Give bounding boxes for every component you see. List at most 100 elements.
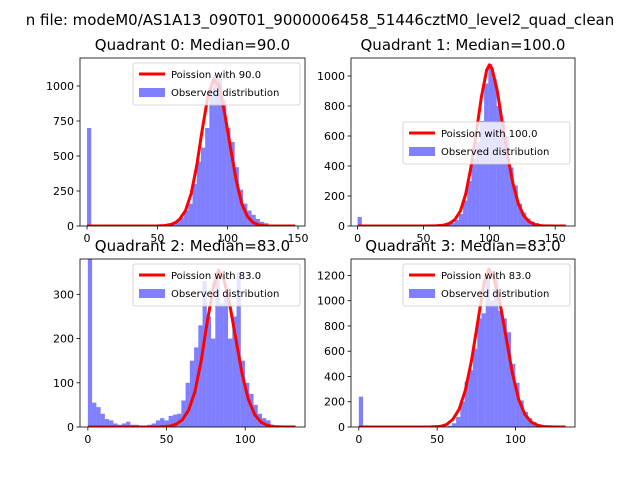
histogram-bar — [506, 332, 512, 427]
y-tick-label: 1000 — [46, 80, 74, 93]
y-tick-label: 600 — [324, 345, 345, 358]
histogram-bar — [502, 318, 507, 427]
y-tick-label: 800 — [324, 100, 345, 113]
histogram-bar — [479, 121, 485, 226]
legend-swatch-observed — [139, 289, 165, 298]
axes-frame — [350, 258, 576, 428]
x-tick-label: 150 — [287, 232, 308, 245]
histogram-bar — [458, 214, 463, 226]
histogram-bar — [179, 217, 185, 226]
histogram-bar — [217, 79, 223, 226]
legend-box — [132, 62, 301, 106]
histogram-bar — [240, 360, 246, 427]
histogram-bar — [228, 338, 233, 427]
histogram-bar — [96, 407, 101, 427]
histogram-bar — [494, 279, 499, 427]
legend-label-observed: Observed distribution — [171, 289, 279, 300]
panel-title: Quadrant 1: Median=100.0 — [361, 36, 566, 54]
histogram-bar — [450, 223, 455, 226]
histogram-bar — [451, 423, 457, 427]
histogram-bar — [489, 300, 495, 427]
legend-label-observed: Observed distribution — [441, 147, 549, 158]
figure-suptitle: n file: modeM0/AS1A13_090T01_9000006458_… — [26, 11, 615, 30]
legend: Poission with 100.0 Observed distribution — [402, 121, 571, 165]
y-tick-label: 200 — [53, 333, 74, 346]
histogram-bar — [155, 420, 161, 427]
histogram-bar — [113, 423, 118, 427]
legend-swatch-observed — [409, 147, 435, 156]
x-tick-label: 100 — [505, 433, 526, 446]
legend-label-observed: Observed distribution — [441, 289, 549, 300]
histogram-bar — [104, 419, 110, 427]
histogram-bar — [196, 161, 201, 226]
histogram-bar — [100, 413, 105, 427]
axes-frame — [350, 57, 576, 227]
histogram-bar — [500, 121, 506, 226]
y-tick-label: 500 — [53, 150, 74, 163]
legend-label-poisson: Poission with 100.0 — [441, 129, 537, 140]
histogram-bar — [477, 318, 482, 427]
poisson-curve — [357, 63, 566, 226]
y-tick-label: 0 — [67, 421, 74, 434]
y-tick-label: 600 — [324, 130, 345, 143]
histogram-bar — [213, 74, 218, 226]
histogram-bar — [126, 421, 131, 427]
histogram-bar — [202, 281, 207, 427]
y-tick-label: 1000 — [317, 295, 345, 308]
histogram-bar — [467, 181, 472, 226]
histogram-bar — [460, 401, 465, 427]
axes-frame — [79, 258, 306, 428]
y-tick-label: 0 — [338, 220, 345, 233]
plot-area — [87, 259, 296, 427]
histogram-bar — [164, 420, 169, 427]
y-tick-label: 1200 — [317, 269, 345, 282]
legend: Poission with 83.0 Observed distribution — [132, 263, 301, 307]
legend-box — [402, 263, 571, 307]
y-tick-label: 400 — [324, 160, 345, 173]
panel-title: Quadrant 0: Median=90.0 — [95, 36, 290, 54]
histogram-bar — [357, 217, 362, 226]
histogram-bar — [211, 338, 216, 427]
y-tick-label: 100 — [53, 377, 74, 390]
histogram-bar — [463, 200, 468, 226]
histogram-bar — [198, 325, 203, 427]
histogram-bar — [517, 203, 523, 226]
histogram-bar — [255, 219, 260, 226]
y-tick-label: 0 — [67, 220, 74, 233]
x-tick-label: 0 — [355, 433, 362, 446]
histogram-bar — [266, 420, 271, 427]
chart-panel-2: Quadrant 2: Median=83.0 0 50 100 0 100 200 300 P… — [53, 237, 306, 446]
histogram-bar — [511, 363, 516, 427]
histogram-bar — [223, 294, 229, 427]
histogram-bar — [219, 303, 224, 427]
histogram-bar — [192, 184, 197, 226]
histogram-bar — [498, 310, 503, 427]
histogram-bar — [188, 203, 193, 226]
histogram-bar — [222, 100, 227, 226]
histogram-bar — [92, 402, 97, 427]
histogram-bar — [175, 220, 180, 226]
histogram-bar — [226, 128, 231, 226]
histogram-bar — [471, 158, 476, 226]
x-tick-label: 150 — [545, 232, 566, 245]
legend-label-observed: Observed distribution — [171, 88, 279, 99]
histogram-bar — [464, 381, 469, 427]
legend-swatch-observed — [139, 88, 165, 97]
y-tick-label: 800 — [324, 320, 345, 333]
legend-swatch-observed — [409, 289, 435, 298]
y-tick-label: 0 — [338, 421, 345, 434]
x-tick-label: 0 — [84, 433, 91, 446]
legend: Poission with 90.0 Observed distribution — [132, 62, 301, 106]
histogram-bar — [475, 142, 480, 226]
histogram-bar — [485, 277, 490, 427]
y-tick-label: 200 — [324, 396, 345, 409]
y-tick-label: 400 — [324, 370, 345, 383]
legend-label-poisson: Poission with 83.0 — [441, 271, 531, 282]
histogram-bar — [468, 370, 474, 427]
histogram-bar — [481, 313, 486, 427]
histogram-bar — [358, 396, 364, 427]
histogram-bar — [522, 212, 527, 226]
histogram-bar — [87, 128, 92, 226]
histogram-bar — [251, 214, 256, 226]
histogram-bar — [87, 259, 93, 427]
